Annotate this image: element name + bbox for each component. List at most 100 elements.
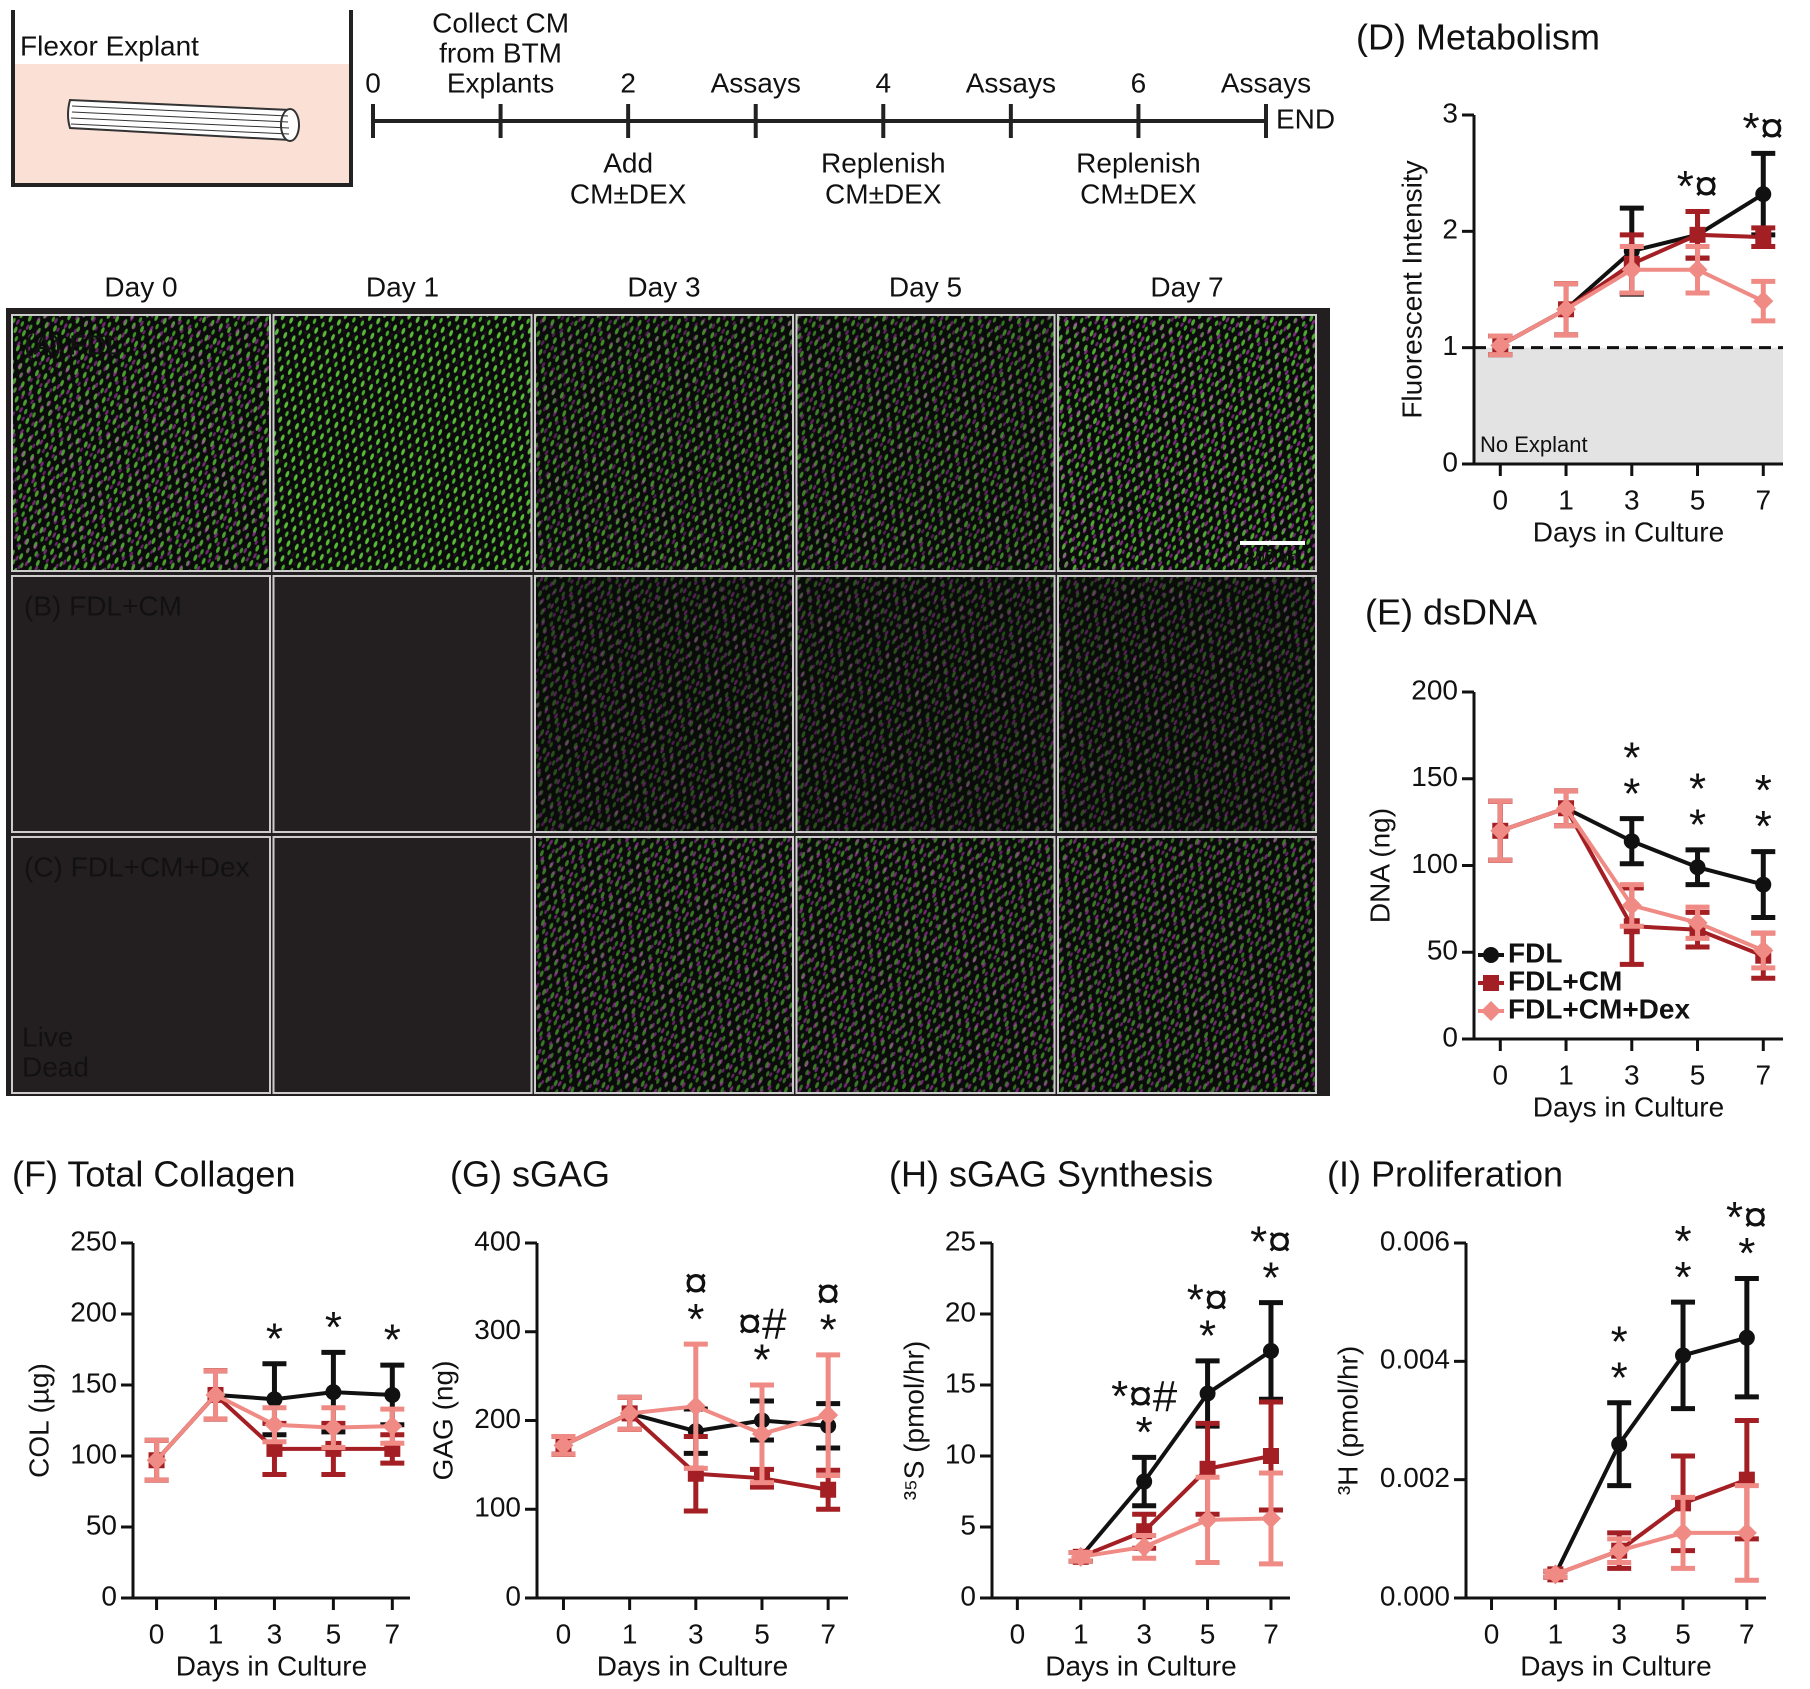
x-tick-label: 0 — [1010, 1618, 1026, 1649]
marker — [1490, 820, 1511, 841]
dead-cells — [274, 316, 531, 570]
reference-label: No Explant — [1480, 432, 1588, 457]
dish — [11, 10, 353, 187]
y-tick-label: 25 — [945, 1225, 976, 1256]
significance-mark: *¤ — [1726, 1193, 1768, 1242]
significance-mark: *¤ — [1742, 104, 1784, 153]
x-tick-label: 7 — [820, 1618, 836, 1649]
marker — [1753, 291, 1774, 312]
timeline-label: 0 — [365, 67, 381, 98]
timeline-label: Replenish — [821, 147, 946, 178]
significance-mark: * — [1611, 1353, 1628, 1402]
significance-mark: * — [1674, 1217, 1691, 1266]
timeline-label: Add — [603, 147, 653, 178]
marker — [619, 1403, 640, 1424]
column-label: Day 1 — [366, 271, 439, 302]
x-tick-label: 3 — [267, 1618, 283, 1649]
marker — [266, 1440, 283, 1457]
dead-label: Dead — [22, 1051, 89, 1082]
marker — [1611, 1436, 1628, 1453]
x-tick-label: 7 — [1739, 1618, 1755, 1649]
marker — [1755, 229, 1772, 246]
significance-mark: * — [1689, 765, 1706, 814]
x-tick-label: 5 — [1690, 1059, 1706, 1090]
marker — [1621, 259, 1642, 280]
x-tick-label: 5 — [1200, 1618, 1216, 1649]
marker — [1689, 226, 1706, 243]
significance-mark: *¤ — [1187, 1275, 1229, 1324]
tendon-icon — [67, 98, 300, 142]
y-axis-label: GAG (ng) — [427, 1361, 458, 1481]
series-line — [1553, 1335, 1748, 1576]
dead-cells — [536, 577, 792, 831]
significance-mark: * — [1689, 801, 1706, 850]
dead-cells — [1059, 577, 1315, 831]
x-tick-label: 5 — [1675, 1618, 1691, 1649]
dead-cells — [1059, 316, 1315, 570]
x-tick-label: 1 — [1558, 1059, 1574, 1090]
y-tick-label: 2 — [1442, 214, 1458, 245]
chart-title: (F) Total Collagen — [12, 1154, 295, 1195]
significance-mark: * — [1738, 1229, 1755, 1278]
x-tick-label: 3 — [1136, 1618, 1152, 1649]
chart-title: (G) sGAG — [450, 1154, 610, 1195]
legend-label: FDL+CM+Dex — [1508, 993, 1690, 1024]
significance-mark: * — [1262, 1253, 1279, 1302]
dead-cells — [797, 316, 1054, 570]
x-tick-label: 1 — [622, 1618, 638, 1649]
marker — [1689, 859, 1706, 876]
y-tick-label: 10 — [945, 1438, 976, 1469]
marker — [1197, 1509, 1218, 1530]
y-tick-label: 0 — [960, 1580, 976, 1611]
marker — [266, 1391, 283, 1408]
y-axis-label: COL (µg) — [23, 1363, 54, 1478]
x-tick-label: 0 — [1493, 1059, 1509, 1090]
x-axis-label: Days in Culture — [1045, 1650, 1236, 1681]
y-tick-label: 0.006 — [1380, 1225, 1450, 1256]
x-tick-label: 1 — [1073, 1618, 1089, 1649]
y-tick-label: 150 — [70, 1367, 117, 1398]
timeline-label: from BTM — [439, 37, 562, 68]
y-tick-label: 3 — [1442, 97, 1458, 128]
y-axis-label: DNA (ng) — [1364, 808, 1395, 923]
marker — [146, 1450, 167, 1471]
row-label: (A) FDL — [24, 329, 122, 360]
timeline-label: Collect CM — [432, 7, 569, 38]
series-line — [1080, 1516, 1272, 1559]
significance-mark: * — [1623, 769, 1640, 818]
significance-mark: * — [1755, 766, 1772, 815]
micrograph-frame — [11, 575, 271, 833]
y-tick-label: 200 — [1411, 674, 1458, 705]
legend-marker — [1481, 1001, 1501, 1021]
timeline-label: Explants — [447, 67, 554, 98]
y-tick-label: 0.000 — [1380, 1580, 1450, 1611]
significance-mark: ¤# — [738, 1300, 787, 1349]
y-tick-label: 50 — [86, 1509, 117, 1540]
x-tick-label: 3 — [1624, 1059, 1640, 1090]
y-tick-label: 0.002 — [1380, 1462, 1450, 1493]
dead-cells — [797, 577, 1054, 831]
marker — [1738, 1329, 1755, 1346]
x-axis-label: Days in Culture — [597, 1650, 788, 1681]
y-tick-label: 0 — [101, 1580, 117, 1611]
marker — [1675, 1347, 1692, 1364]
series-line — [1079, 1349, 1273, 1559]
significance-mark: * — [753, 1336, 770, 1385]
marker — [685, 1396, 706, 1417]
chart-title: (D) Metabolism — [1356, 17, 1600, 58]
marker — [1753, 940, 1774, 961]
x-tick-label: 7 — [1755, 484, 1771, 515]
significance-mark: ¤ — [684, 1259, 708, 1308]
micrograph-frame — [272, 836, 533, 1094]
x-tick-label: 7 — [1755, 1059, 1771, 1090]
x-tick-label: 5 — [1690, 484, 1706, 515]
marker — [1687, 912, 1708, 933]
x-tick-label: 5 — [326, 1618, 342, 1649]
y-tick-label: 0 — [1442, 1021, 1458, 1052]
y-tick-label: 0 — [1442, 446, 1458, 477]
timeline-label: 6 — [1131, 67, 1147, 98]
y-tick-label: 5 — [960, 1509, 976, 1540]
marker — [751, 1423, 772, 1444]
legend-marker — [1483, 975, 1499, 991]
timeline-label: Assays — [966, 67, 1056, 98]
